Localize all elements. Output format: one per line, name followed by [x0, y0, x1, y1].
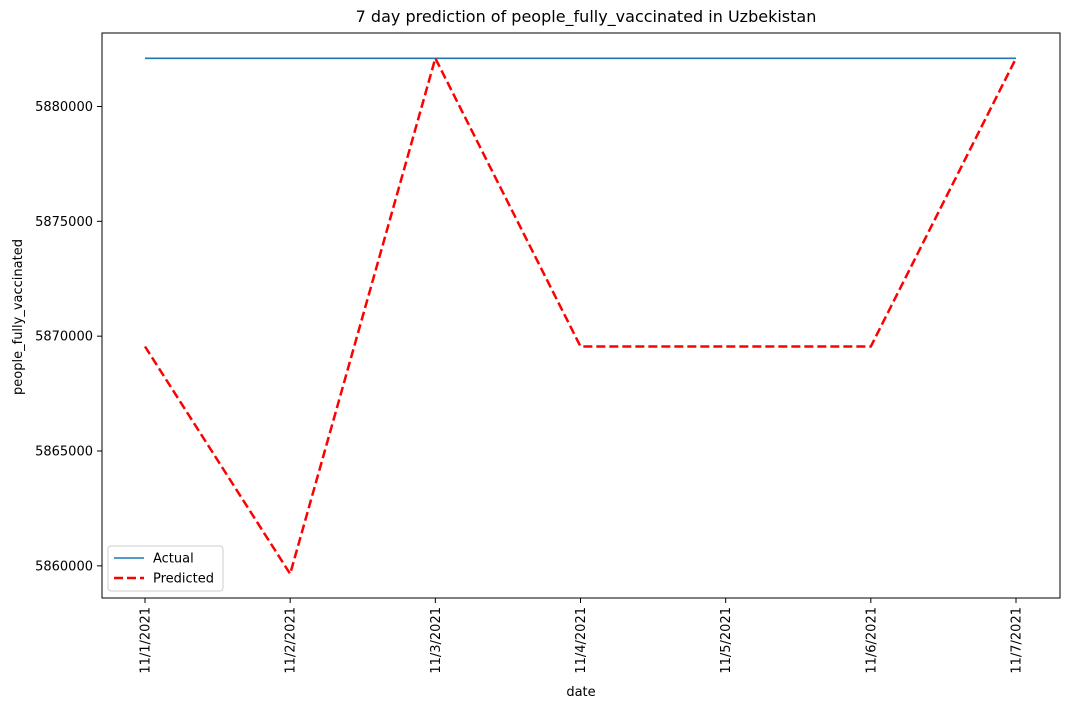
plot-area-frame	[101, 32, 1061, 599]
series-line-predicted	[143, 54, 1018, 577]
y-axis-label: people_fully_vaccinated	[11, 239, 26, 395]
x-tick-label: 11/6/2021	[864, 607, 879, 674]
y-axis: 5860000 5865000 5870000 5875000 5880000	[35, 100, 102, 574]
chart-title: 7 day prediction of people_fully_vaccina…	[356, 7, 817, 27]
y-tick-label: 5875000	[35, 215, 93, 230]
legend-label-predicted: Predicted	[153, 572, 214, 587]
y-tick-label: 5880000	[35, 100, 93, 115]
legend-label-actual: Actual	[153, 552, 194, 567]
x-tick-label: 11/5/2021	[719, 607, 734, 674]
x-tick-label: 11/7/2021	[1010, 607, 1025, 674]
x-axis: 11/1/2021 11/2/2021 11/3/2021 11/4/2021 11/5…	[139, 598, 1025, 674]
x-tick-label: 11/4/2021	[574, 607, 589, 674]
x-tick-label: 11/1/2021	[139, 607, 154, 674]
y-tick-label: 5870000	[35, 330, 93, 345]
x-axis-label: date	[566, 685, 595, 700]
y-tick-label: 5860000	[35, 559, 93, 574]
legend: Actual Predicted	[107, 545, 224, 592]
series-layer	[143, 54, 1018, 577]
x-tick-label: 11/2/2021	[284, 607, 299, 674]
x-tick-label: 11/3/2021	[429, 607, 444, 674]
y-tick-label: 5865000	[35, 445, 93, 460]
